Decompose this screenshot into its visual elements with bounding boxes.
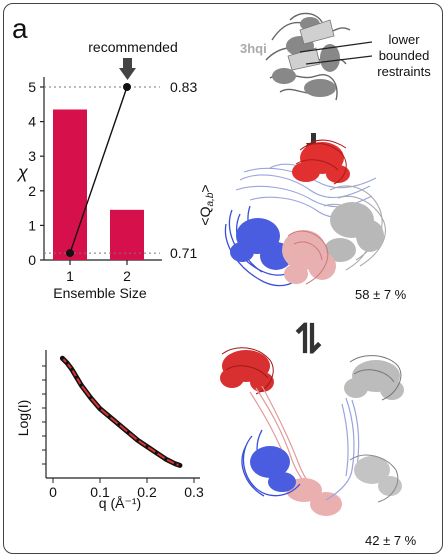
compact-ensemble (224, 139, 386, 287)
saxs-x-tick-label: 0.3 (184, 484, 204, 500)
saxs-point (145, 445, 149, 448)
saxs-point (70, 367, 74, 371)
bar (53, 109, 87, 261)
bar-y-ticks: 0 1 2 3 4 5 (28, 79, 44, 268)
bar-y-tick-label: 3 (28, 148, 36, 164)
chi-point (66, 249, 74, 258)
bar-y-tick-label: 4 (28, 114, 36, 130)
bar-y-tick-label: 2 (28, 183, 36, 199)
equilibrium-arrows-icon: ⇌ (287, 321, 331, 355)
saxs-point (79, 383, 83, 387)
population-compact: 58 ± 7 % (355, 287, 407, 302)
chi-point (123, 83, 131, 91)
saxs-fit-trace (61, 357, 181, 467)
reference-line-label: 0.71 (170, 245, 197, 261)
saxs-y-ticks (42, 365, 46, 465)
saxs-point (89, 396, 93, 400)
bar-series (53, 109, 144, 261)
extended-ensemble (220, 347, 404, 516)
saxs-point (75, 375, 78, 379)
q-ab-label: <Qa,b> (197, 184, 216, 225)
bar-y-tick-label: 0 (28, 252, 36, 268)
restraints-label-line2: bounded (379, 48, 430, 63)
saxs-data-trace (59, 355, 183, 468)
panel-label: a (12, 13, 28, 44)
bar-y-label: χ (16, 162, 29, 182)
saxs-x-tick-label: 0.2 (137, 484, 157, 500)
saxs-point (173, 462, 177, 466)
saxs-curve (59, 355, 183, 468)
saxs-x-tick-label: 0 (49, 484, 57, 500)
panel-frame (3, 3, 443, 554)
population-extended: 42 ± 7 % (365, 533, 417, 548)
recommended-annotation: recommended (88, 39, 178, 55)
bar-x-tick-label: 2 (123, 268, 131, 284)
reference-lines: 0.83 0.71 (44, 79, 197, 261)
saxs-point (136, 438, 140, 442)
saxs-point (178, 463, 182, 467)
bar-x-label: Ensemble Size (53, 285, 147, 301)
bar-y-tick-label: 5 (28, 79, 36, 95)
saxs-y-label: Log(I) (15, 400, 31, 437)
saxs-x-ticks: 0 0.1 0.2 0.3 (49, 478, 204, 500)
saxs-profile-chart: 0 0.1 0.2 0.3 Log(I) q (Å⁻¹) (15, 350, 204, 511)
saxs-point (60, 356, 64, 360)
saxs-point (107, 415, 111, 419)
saxs-point (164, 457, 168, 461)
restraints-label-line1: lower (388, 32, 420, 47)
structure-3hqi: 3hqi lower bounded restraints (240, 12, 431, 101)
reference-line-label: 0.83 (170, 79, 197, 95)
bar-x-tick-label: 1 (66, 268, 74, 284)
chi-line-series (66, 83, 131, 258)
saxs-point (98, 407, 102, 411)
saxs-point (154, 451, 158, 455)
recommended-arrow-icon (119, 58, 136, 80)
saxs-point (126, 430, 130, 434)
saxs-point (117, 422, 121, 426)
saxs-x-tick-label: 0.1 (90, 484, 110, 500)
chi-line (69, 86, 128, 254)
bar-y-tick-label: 1 (28, 217, 36, 233)
restraints-label-line3: restraints (377, 64, 431, 79)
saxs-x-label: q (Å⁻¹) (99, 495, 141, 511)
bar (110, 209, 144, 260)
saxs-point (65, 361, 69, 365)
pdb-id-label: 3hqi (240, 41, 267, 56)
